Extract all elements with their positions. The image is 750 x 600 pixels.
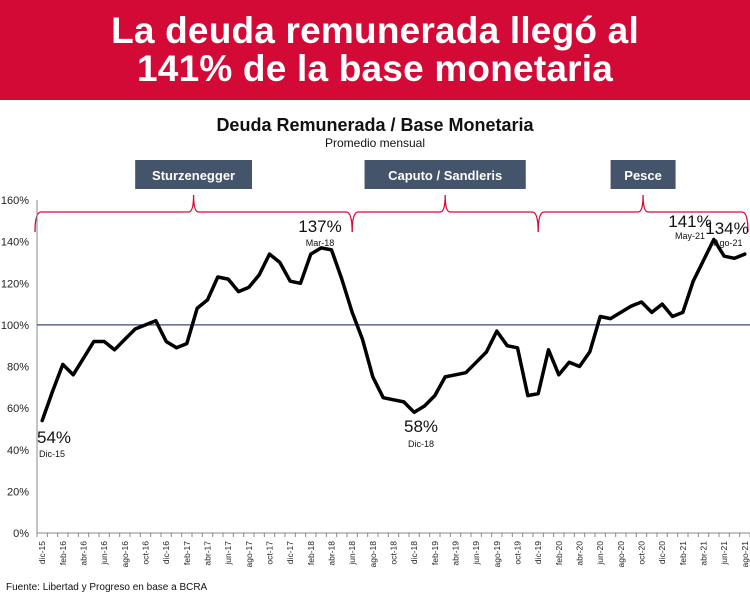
y-tick-label: 60% [7,403,29,415]
period-label: Pesce [624,168,662,183]
period-label: Sturzenegger [152,168,235,183]
annotation-value: 137% [298,217,341,236]
x-tick-label: ago-18 [368,541,378,568]
x-tick-label: abr-16 [79,541,89,566]
x-tick-label: ago-19 [492,541,502,568]
y-tick-label: 160% [1,195,29,207]
chart-subtitle: Promedio mensual [325,136,425,150]
x-tick-label: jun-17 [223,541,233,566]
headline-banner: La deuda remunerada llegó al 141% de la … [0,0,750,100]
y-tick-label: 140% [1,237,29,249]
headline-line-2: 141% de la base monetaria [137,48,613,89]
x-tick-label: feb-20 [554,541,564,565]
x-tick-label: ago-20 [616,541,626,568]
x-tick-label: oct-20 [637,541,647,565]
period-label: Caputo / Sandleris [388,168,502,183]
annotation-value: 141% [668,212,711,231]
x-tick-label: dic-20 [657,541,667,564]
x-tick-label: oct-18 [389,541,399,565]
annotation-date: Ago-21 [713,238,742,248]
x-tick-label: jun-19 [471,541,481,566]
x-tick-label: dic-18 [409,541,419,564]
x-tick-label: oct-17 [265,541,275,565]
period-bracket [34,194,353,233]
y-axis: 0% 20% 40% 60% 80% 100% 120% 140% 160% [1,195,38,540]
x-tick-label: abr-19 [451,541,461,566]
y-tick-label: 100% [1,320,29,332]
x-tick-label: feb-17 [182,541,192,565]
y-tick-label: 20% [7,486,29,498]
annotation-date: Dic-15 [39,449,65,459]
series-path [40,237,747,423]
x-axis: dic-15 feb-16 abr-16 jun-16 ago-16 oct-16 dic-… [36,532,750,568]
annotation-value: 54% [37,428,71,447]
x-tick-label: feb-21 [678,541,688,565]
y-tick-label: 0% [13,528,29,540]
x-tick-label: feb-18 [306,541,316,565]
source-note: Fuente: Libertad y Progreso en base a BC… [6,582,208,593]
x-tick-label: feb-16 [58,541,68,565]
x-tick-label: ago-16 [120,541,130,568]
x-tick-label: ago-17 [244,541,254,568]
x-tick-label: oct-16 [141,541,151,565]
x-tick-label: ago-21 [740,541,750,568]
y-tick-label: 40% [7,445,29,457]
x-tick-label: abr-21 [699,541,709,566]
x-tick-label: dic-19 [533,541,543,564]
period-markers: Sturzenegger Caputo / Sandleris Pesce [34,160,749,233]
x-tick-label: abr-20 [575,541,585,566]
x-tick-label: dic-16 [161,541,171,564]
x-tick-label: feb-19 [430,541,440,565]
headline-line-1: La deuda remunerada llegó al [111,10,639,51]
chart-title: Deuda Remunerada / Base Monetaria [216,115,534,135]
y-tick-label: 80% [7,362,29,374]
period-label-box [364,160,526,189]
annotations: 54% Dic-15 137% Mar-18 58% Dic-18 141%May-21 13… [37,212,749,459]
x-tick-label: abr-18 [327,541,337,566]
x-tick-label: jun-18 [347,541,357,566]
line-chart: Deuda Remunerada / Base Monetaria Promed… [1,115,750,593]
annotation-date: Mar-18 [306,238,335,248]
period-bracket [537,194,749,233]
annotation-value: 134% [705,219,748,238]
annotation-date: May-21 [675,231,705,241]
x-tick-label: jun-16 [99,541,109,566]
x-tick-label: jun-20 [595,541,605,566]
period-label-box [135,160,252,189]
series-line [40,237,747,423]
y-tick-label: 120% [1,278,29,290]
x-tick-label: oct-19 [513,541,523,565]
x-tick-label: dic-15 [37,541,47,564]
x-tick-label: dic-17 [285,541,295,564]
x-tick-label: abr-17 [203,541,213,566]
x-tick-label: jun-21 [719,541,729,566]
period-bracket [351,194,539,233]
period-label-box [610,160,676,189]
annotation-date: Dic-18 [408,439,434,449]
annotation-value: 58% [404,417,438,436]
